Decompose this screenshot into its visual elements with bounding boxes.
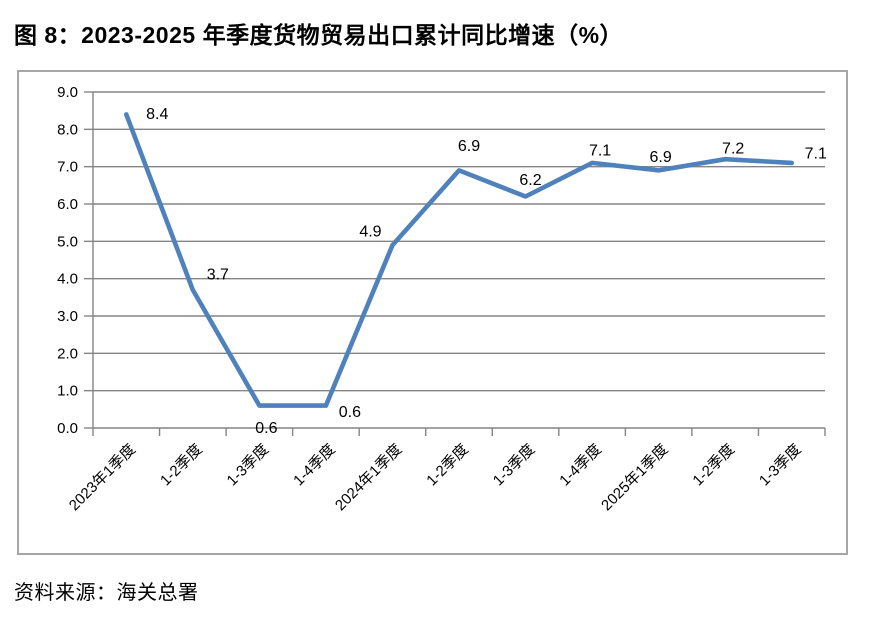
gridlines xyxy=(84,91,825,429)
x-tick-label: 1-2季度 xyxy=(689,441,738,490)
y-tick-label: 4.0 xyxy=(57,271,78,288)
chart-frame: 0.0 1.0 2.0 3.0 4.0 5.0 6.0 7.0 8.0 9.0 2023年1季度 1-… xyxy=(17,70,848,555)
data-labels: 8.4 3.7 0.6 0.6 4.9 6.9 6.2 7.1 6.9 7.2 7.1 xyxy=(146,106,827,437)
y-tick-label: 3.0 xyxy=(57,308,78,325)
y-axis-labels: 0.0 1.0 2.0 3.0 4.0 5.0 6.0 7.0 8.0 9.0 xyxy=(57,84,78,437)
y-tick-label: 7.0 xyxy=(57,159,78,176)
y-tick-label: 8.0 xyxy=(57,121,78,138)
data-label: 0.6 xyxy=(339,404,361,421)
x-tick-label: 1-2季度 xyxy=(157,441,206,490)
x-tick-label: 1-3季度 xyxy=(490,441,539,490)
y-tick-label: 1.0 xyxy=(57,383,78,400)
plot-border xyxy=(17,70,848,555)
x-axis-ticks xyxy=(92,428,826,436)
y-tick-label: 9.0 xyxy=(57,84,78,101)
x-tick-label: 2025年1季度 xyxy=(598,441,671,514)
data-label: 6.9 xyxy=(458,138,480,155)
x-tick-label: 2024年1季度 xyxy=(332,441,405,514)
data-label: 0.6 xyxy=(255,420,277,437)
data-label: 7.2 xyxy=(722,141,744,158)
data-label: 6.9 xyxy=(650,149,672,166)
y-tick-label: 0.0 xyxy=(57,420,78,437)
data-label: 4.9 xyxy=(359,224,381,241)
data-label: 6.2 xyxy=(519,172,541,189)
chart-title: 图 8：2023-2025 年季度货物贸易出口累计同比增速（%） xyxy=(14,22,624,48)
data-label: 3.7 xyxy=(207,266,229,283)
source-note: 资料来源：海关总署 xyxy=(14,582,199,604)
x-tick-label: 2023年1季度 xyxy=(66,441,139,514)
y-tick-label: 6.0 xyxy=(57,196,78,213)
data-label: 8.4 xyxy=(146,106,168,123)
x-tick-label: 1-2季度 xyxy=(423,441,472,490)
x-tick-label: 1-4季度 xyxy=(290,441,339,490)
x-tick-label: 1-3季度 xyxy=(756,441,805,490)
x-tick-label: 1-4季度 xyxy=(556,441,605,490)
trend-line xyxy=(124,112,795,408)
x-tick-label: 1-3季度 xyxy=(224,441,273,490)
line-chart: 0.0 1.0 2.0 3.0 4.0 5.0 6.0 7.0 8.0 9.0 2023年1季度 1-… xyxy=(17,70,848,555)
y-tick-label: 5.0 xyxy=(57,233,78,250)
y-tick-label: 2.0 xyxy=(57,345,78,362)
data-label: 7.1 xyxy=(805,145,827,162)
data-label: 7.1 xyxy=(589,142,611,159)
